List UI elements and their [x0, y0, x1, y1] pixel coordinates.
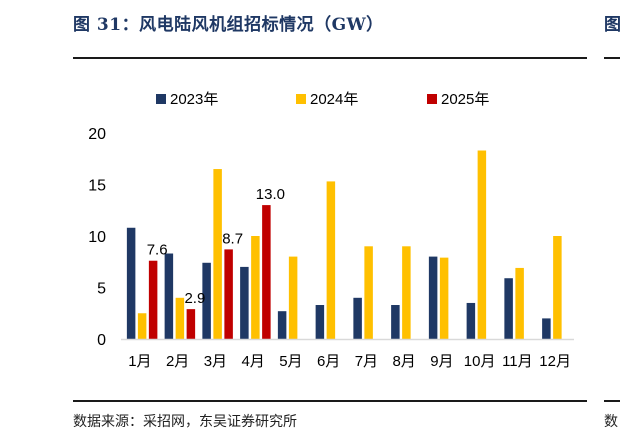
y-tick-label: 0 [97, 332, 106, 349]
bar-2024年-8月 [402, 246, 411, 339]
bar-2024年-10月 [477, 150, 487, 339]
bar-2024年-4月 [251, 236, 260, 339]
next-panel-top-rule [604, 57, 620, 59]
x-tick-label: 1月 [128, 353, 151, 370]
bar-2025年-4月 [262, 205, 271, 339]
data-label: 13.0 [256, 186, 285, 203]
bar-2024年-12月 [553, 236, 562, 339]
bar-2023年-6月 [315, 305, 325, 339]
y-tick-label: 5 [97, 281, 106, 298]
top-rule [73, 57, 587, 59]
bar-2024年-9月 [439, 257, 449, 339]
bottom-rule [73, 400, 587, 402]
x-tick-label: 6月 [317, 353, 340, 370]
bar-2024年-1月 [137, 313, 147, 339]
figure-title: 图 31：风电陆风机组招标情况（GW） [73, 15, 384, 35]
bar-2023年-12月 [542, 318, 551, 339]
bar-2024年-2月 [175, 297, 185, 339]
bar-2024年-7月 [364, 246, 373, 339]
x-tick-label: 2月 [166, 353, 189, 370]
y-tick-label: 20 [88, 126, 106, 143]
bar-2023年-11月 [504, 278, 513, 339]
legend-swatch-2024年 [296, 94, 306, 104]
bar-2023年-10月 [466, 302, 476, 339]
next-figure-title-fragment: 图 [604, 15, 620, 35]
legend-swatch-2023年 [156, 94, 166, 104]
bar-2023年-1月 [126, 227, 136, 339]
next-panel-bottom-rule [604, 400, 620, 402]
x-tick-label: 5月 [279, 353, 302, 370]
bar-2025年-1月 [148, 260, 158, 339]
x-tick-label: 8月 [392, 353, 415, 370]
y-tick-label: 10 [88, 229, 106, 246]
bar-2023年-3月 [202, 262, 211, 339]
legend-label: 2024年 [310, 91, 358, 108]
bar-2023年-4月 [240, 266, 249, 339]
x-tick-label: 3月 [204, 353, 227, 370]
x-tick-label: 12月 [539, 353, 571, 370]
bar-2025年-3月 [224, 249, 233, 339]
data-label: 7.6 [147, 242, 168, 259]
figure-source: 数据来源：采招网，东吴证券研究所 [73, 414, 297, 430]
bar-2024年-5月 [288, 256, 298, 339]
bar-2024年-3月 [213, 169, 222, 339]
y-tick-label: 15 [88, 178, 106, 195]
x-tick-label: 4月 [241, 353, 264, 370]
x-tick-label: 7月 [355, 353, 378, 370]
x-tick-label: 10月 [464, 353, 496, 370]
bar-2024年-6月 [326, 181, 336, 339]
legend-label: 2023年 [170, 91, 218, 108]
data-label: 8.7 [222, 230, 243, 247]
bar-2023年-2月 [164, 253, 174, 339]
data-label: 2.9 [184, 290, 205, 307]
bar-2023年-5月 [277, 311, 287, 339]
bar-2023年-9月 [428, 256, 438, 339]
legend-label: 2025年 [441, 91, 489, 108]
next-figure-source-fragment: 数 [604, 414, 618, 430]
bar-2024年-11月 [515, 267, 524, 339]
x-tick-label: 9月 [430, 353, 453, 370]
x-tick-label: 11月 [502, 353, 533, 370]
bar-2023年-8月 [391, 305, 400, 339]
bar-2023年-7月 [353, 297, 362, 339]
bar-2025年-2月 [186, 309, 196, 339]
legend-swatch-2025年 [427, 94, 437, 104]
